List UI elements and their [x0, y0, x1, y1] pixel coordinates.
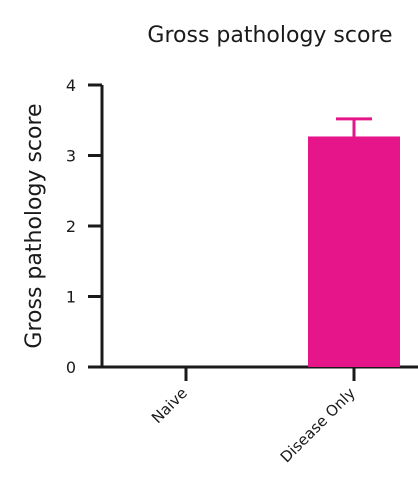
y-tick-label: 2 — [66, 217, 76, 236]
chart-title: Gross pathology score — [147, 23, 392, 48]
y-tick-label: 4 — [66, 76, 76, 95]
y-tick-label: 0 — [66, 358, 76, 377]
y-axis-label: Gross pathology score — [22, 103, 47, 348]
bars — [308, 136, 400, 367]
error-bars — [336, 117, 372, 137]
x-category-label: Naive — [148, 384, 191, 427]
bar — [308, 136, 400, 367]
y-ticks: 0 1 2 3 4 — [66, 76, 102, 377]
x-category-label: Disease Only — [277, 384, 359, 466]
y-tick-label: 1 — [66, 288, 76, 307]
y-tick-label: 3 — [66, 147, 76, 166]
x-ticks: Naive Disease Only — [148, 367, 359, 466]
